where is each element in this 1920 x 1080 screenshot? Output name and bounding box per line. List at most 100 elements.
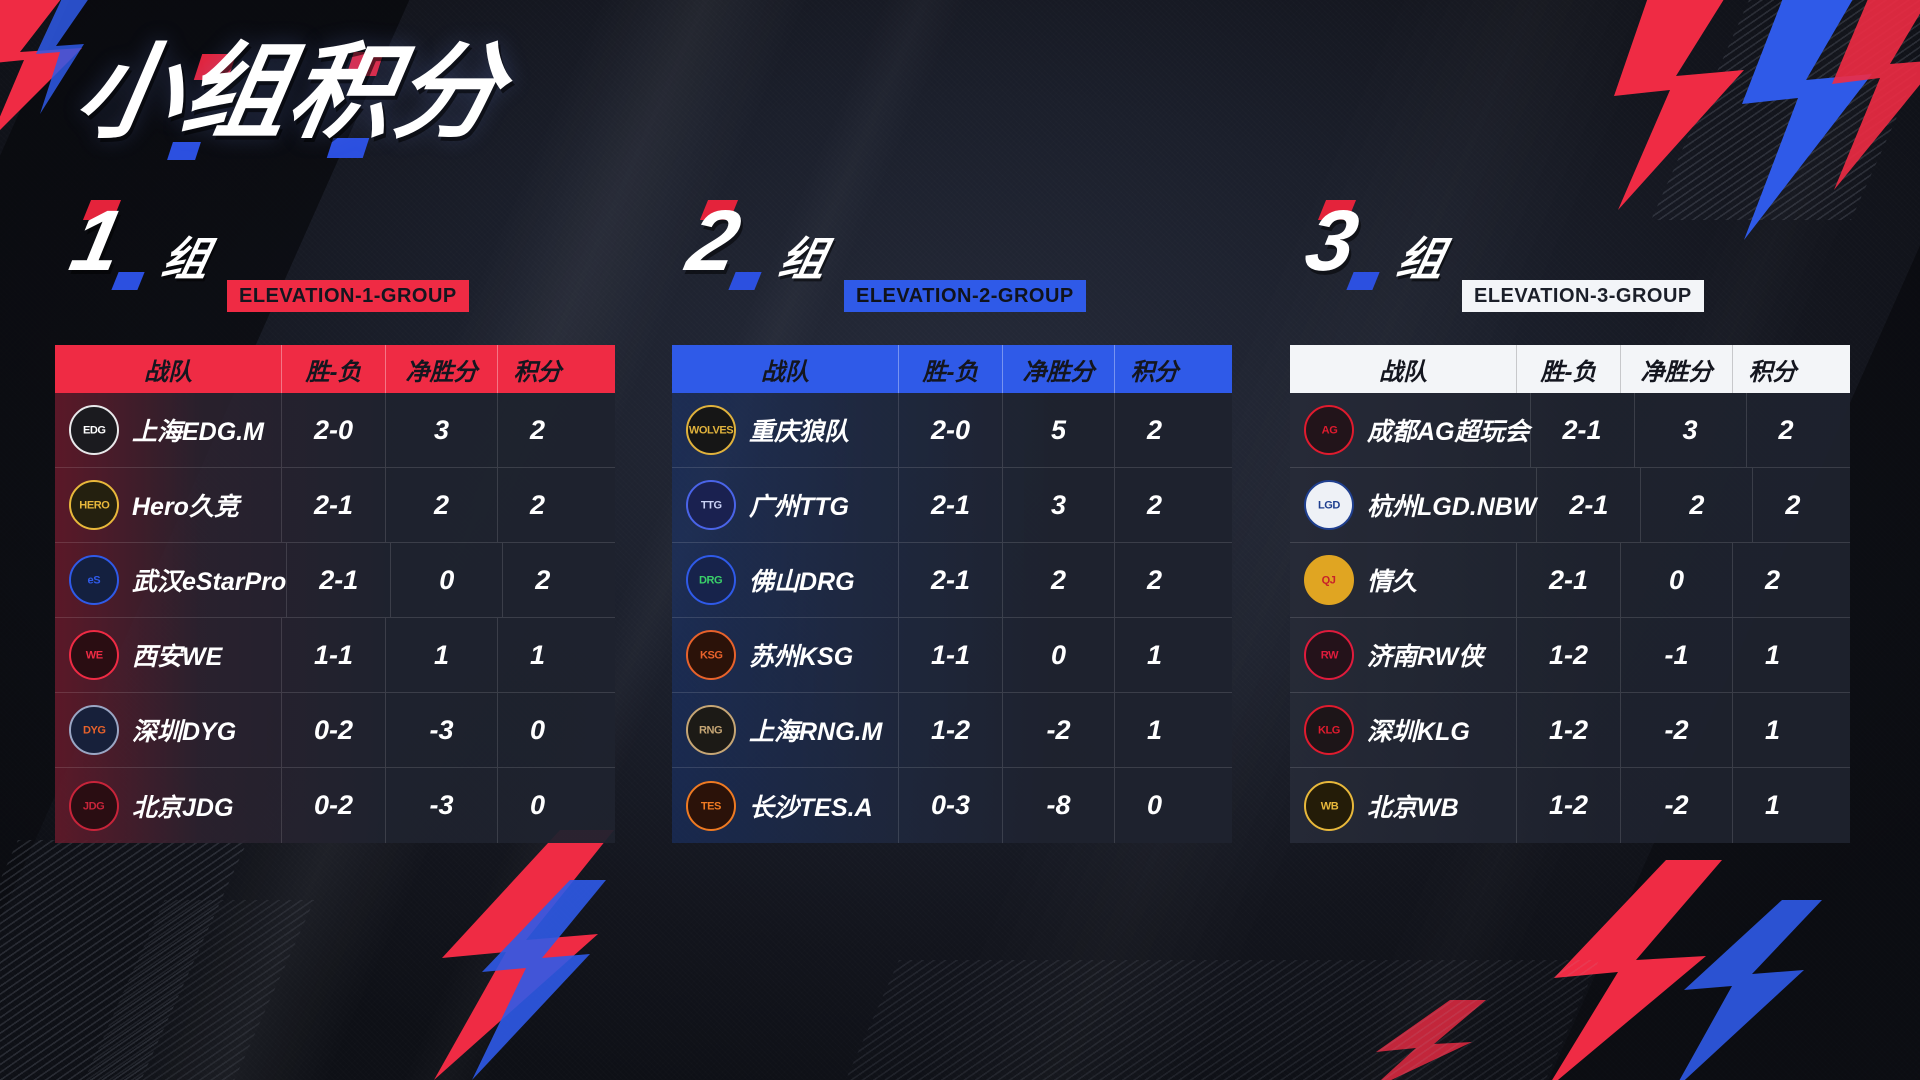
cell-team: DYG 深圳DYG (55, 693, 281, 767)
team-name: 情久 (1367, 568, 1418, 596)
team-name: 北京WB (1367, 793, 1459, 822)
cell-points: 2 (1114, 468, 1194, 542)
cell-points: 1 (497, 618, 577, 692)
cell-team: TES 长沙TES.A (672, 768, 898, 843)
column-header-points: 积分 (1732, 345, 1812, 393)
table-row[interactable]: KSG 苏州KSG 1-1 0 1 (672, 618, 1232, 693)
cell-record: 2-1 (286, 543, 390, 617)
table-header-row: 战队 胜-负 净胜分 积分 (55, 345, 615, 393)
team-name: 杭州LGD.NBW (1367, 493, 1537, 521)
team-name: 上海EDG.M (132, 418, 264, 446)
cell-net: 5 (1002, 393, 1114, 467)
team-name: 佛山DRG (749, 568, 855, 596)
cell-team: eS 武汉eStarPro (55, 543, 286, 617)
cell-net: -1 (1620, 618, 1732, 692)
table-row[interactable]: DYG 深圳DYG 0-2 -3 0 (55, 693, 615, 768)
cell-net: 1 (385, 618, 497, 692)
cell-record: 1-2 (898, 693, 1002, 767)
cell-record: 1-2 (1516, 768, 1620, 843)
team-logo-icon: AG (1304, 405, 1354, 455)
table-row[interactable]: TTG 广州TTG 2-1 3 2 (672, 468, 1232, 543)
cell-net: -8 (1002, 768, 1114, 843)
team-logo-icon: WOLVES (686, 405, 736, 455)
cell-points: 0 (1114, 768, 1194, 843)
cell-team: KSG 苏州KSG (672, 618, 898, 692)
cell-record: 0-3 (898, 768, 1002, 843)
column-header-record: 胜-负 (1516, 345, 1620, 393)
table-row[interactable]: TES 长沙TES.A 0-3 -8 0 (672, 768, 1232, 843)
cell-points: 1 (1732, 618, 1812, 692)
column-header-record: 胜-负 (898, 345, 1002, 393)
cell-team: TTG 广州TTG (672, 468, 898, 542)
team-logo-text: RW (1320, 648, 1338, 662)
team-name: Hero久竞 (132, 493, 239, 521)
table-body: WOLVES 重庆狼队 2-0 5 2 TTG 广州TTG 2-1 3 2 DR… (672, 393, 1232, 843)
team-logo-text: HERO (78, 498, 110, 512)
cell-points: 2 (1752, 468, 1832, 542)
group-3: 3 组 ELEVATION-3-GROUP 战队 胜-负 净胜分 积分 AG 成… (1290, 0, 1850, 843)
cell-record: 1-1 (898, 618, 1002, 692)
bolt-blue-bottom-icon (400, 880, 620, 1080)
table-row[interactable]: WOLVES 重庆狼队 2-0 5 2 (672, 393, 1232, 468)
hatch-texture (841, 960, 1599, 1080)
cell-record: 2-1 (898, 468, 1002, 542)
team-name: 重庆狼队 (749, 418, 850, 446)
bolt-red-topright-icon (1558, 0, 1758, 210)
group-1-standings-table: 战队 胜-负 净胜分 积分 EDG 上海EDG.M 2-0 3 2 HERO H… (55, 345, 615, 843)
cell-net: -3 (385, 693, 497, 767)
cell-record: 1-2 (1516, 618, 1620, 692)
bolt-blue-bottomright-icon (1600, 900, 1840, 1080)
table-row[interactable]: DRG 佛山DRG 2-1 2 2 (672, 543, 1232, 618)
cell-points: 1 (1114, 618, 1194, 692)
bolt-red-bottomright-icon (1470, 860, 1730, 1080)
team-logo-icon: WB (1304, 780, 1354, 831)
column-header-team: 战队 (1379, 358, 1427, 386)
column-header-points: 积分 (497, 345, 577, 393)
bolt-red-bottom-2-icon (1330, 1000, 1490, 1080)
table-row[interactable]: QJ 情久 2-1 0 2 (1290, 543, 1850, 618)
table-row[interactable]: AG 成都AG超玩会 2-1 3 2 (1290, 393, 1850, 468)
team-logo-text: TES (700, 799, 722, 812)
table-body: AG 成都AG超玩会 2-1 3 2 LGD 杭州LGD.NBW 2-1 2 2… (1290, 393, 1850, 843)
team-logo-icon: RW (1304, 630, 1354, 680)
group-number-suffix: 组 (157, 233, 215, 285)
cell-team: WB 北京WB (1290, 768, 1516, 843)
table-row[interactable]: KLG 深圳KLG 1-2 -2 1 (1290, 693, 1850, 768)
table-row[interactable]: HERO Hero久竞 2-1 2 2 (55, 468, 615, 543)
cell-team: RW 济南RW侠 (1290, 618, 1516, 692)
team-name: 长沙TES.A (749, 793, 873, 822)
table-row[interactable]: WE 西安WE 1-1 1 1 (55, 618, 615, 693)
cell-team: EDG 上海EDG.M (55, 393, 281, 467)
column-header-net: 净胜分 (385, 345, 497, 393)
team-logo-text: QJ (1322, 573, 1336, 587)
cell-team: LGD 杭州LGD.NBW (1290, 468, 1536, 542)
cell-points: 2 (497, 468, 577, 542)
table-row[interactable]: EDG 上海EDG.M 2-0 3 2 (55, 393, 615, 468)
team-logo-text: WE (85, 648, 103, 662)
group-2: 2 组 ELEVATION-2-GROUP 战队 胜-负 净胜分 积分 WOLV… (672, 0, 1232, 843)
table-row[interactable]: WB 北京WB 1-2 -2 1 (1290, 768, 1850, 843)
table-row[interactable]: LGD 杭州LGD.NBW 2-1 2 2 (1290, 468, 1850, 543)
table-row[interactable]: eS 武汉eStarPro 2-1 0 2 (55, 543, 615, 618)
team-logo-text: TTG (700, 498, 722, 512)
cell-team: WE 西安WE (55, 618, 281, 692)
cell-points: 0 (497, 768, 577, 843)
team-name: 苏州KSG (749, 643, 854, 671)
cell-team: DRG 佛山DRG (672, 543, 898, 617)
column-header-net: 净胜分 (1620, 345, 1732, 393)
team-logo-icon: DRG (686, 555, 736, 605)
table-row[interactable]: JDG 北京JDG 0-2 -3 0 (55, 768, 615, 843)
cell-net: 3 (1633, 393, 1746, 467)
cell-record: 2-1 (1529, 393, 1634, 467)
cell-team: QJ 情久 (1290, 543, 1516, 617)
column-header-net: 净胜分 (1002, 345, 1114, 393)
cell-net: 2 (385, 468, 497, 542)
team-logo-text: LGD (1318, 498, 1340, 512)
team-logo-icon: RNG (686, 705, 736, 755)
table-row[interactable]: RNG 上海RNG.M 1-2 -2 1 (672, 693, 1232, 768)
cell-team: RNG 上海RNG.M (672, 693, 898, 767)
table-row[interactable]: RW 济南RW侠 1-2 -1 1 (1290, 618, 1850, 693)
column-header-points: 积分 (1114, 345, 1194, 393)
column-header-team: 战队 (144, 358, 192, 386)
cell-points: 1 (1732, 693, 1812, 767)
